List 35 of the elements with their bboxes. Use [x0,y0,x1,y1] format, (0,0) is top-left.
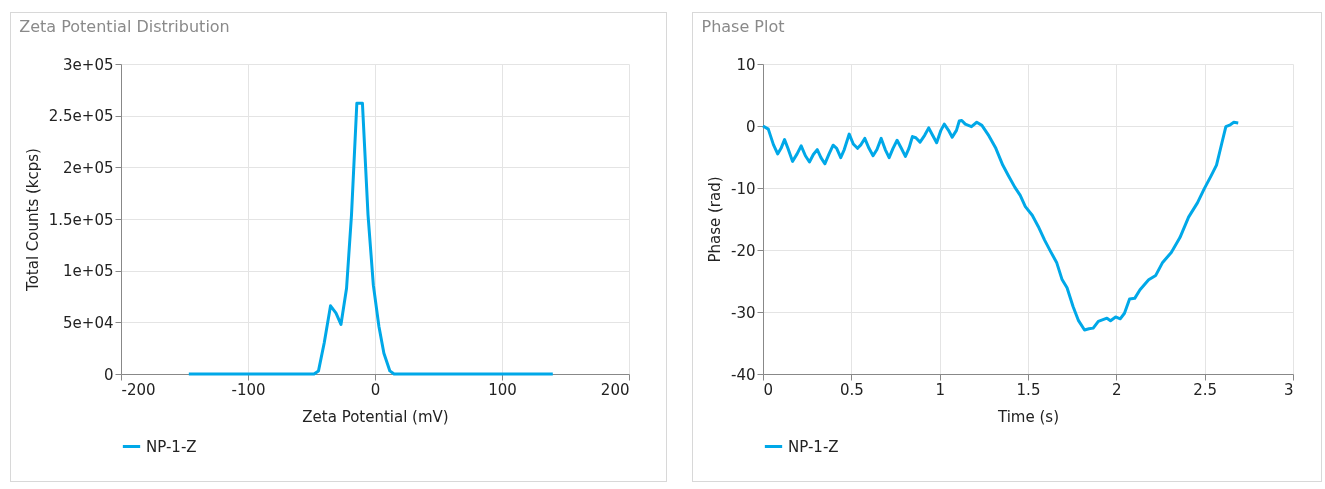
y-tick-label: -30 [731,303,756,322]
x-tick-label: 200 [600,380,630,399]
line-series [761,118,1240,332]
x-tick-label: 1.5 [1016,380,1041,399]
x-tick-label: 0 [763,380,774,399]
y-tick-label: 2.5e+05 [48,107,114,126]
x-tick-label: 0 [370,380,381,399]
x-tick-label: -100 [231,380,266,399]
x-tick-label: 1 [935,380,945,399]
y-tick-label: 0 [103,365,114,384]
y-tick-label: 3e+05 [63,55,114,74]
y-tick-label: 1.5e+05 [48,210,114,229]
y-tick-label: 0 [745,117,756,136]
x-tick-label: 100 [488,380,517,399]
y-tick-label: -40 [731,365,756,384]
legend-label: NP-1-Z [788,437,839,456]
y-tick-label: 1e+05 [63,262,114,281]
y-tick-label: -10 [731,179,756,198]
x-tick-label: 3 [1283,380,1294,399]
legend-label: NP-1-Z [146,437,197,456]
x-axis-title: Zeta Potential (mV) [302,407,449,426]
x-axis-title: Time (s) [997,407,1059,426]
x-tick-label: -200 [121,380,156,399]
x-tick-label: 2 [1112,380,1122,399]
chart-title: Phase Plot [701,17,785,36]
y-axis-title: Total Counts (kcps) [23,148,42,292]
line-series [187,101,555,376]
y-axis-title: Phase (rad) [706,176,724,263]
chart-title: Zeta Potential Distribution [19,17,230,36]
x-tick-label: 2.5 [1193,380,1218,399]
y-tick-label: 10 [736,55,756,74]
y-tick-label: 5e+04 [63,313,114,332]
y-tick-label: -20 [731,241,756,260]
y-tick-label: 2e+05 [63,158,114,177]
x-tick-label: 0.5 [839,380,864,399]
